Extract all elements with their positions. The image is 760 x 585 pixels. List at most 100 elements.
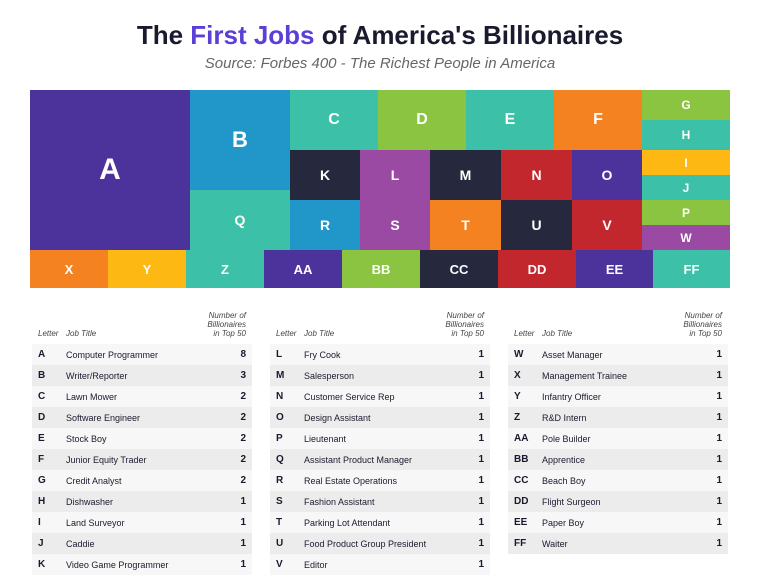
td-letter: A — [38, 349, 66, 360]
td-letter: DD — [514, 496, 542, 507]
table-row: ODesign Assistant1 — [270, 407, 490, 428]
table-row: JCaddie1 — [32, 533, 252, 554]
treemap-node: FF — [653, 250, 730, 288]
table-row: ZR&D Intern1 — [508, 407, 728, 428]
td-count: 1 — [692, 391, 722, 402]
td-count: 1 — [454, 433, 484, 444]
td-count: 1 — [454, 454, 484, 465]
treemap: ABCDEFGHIJKLMNOPQRSTUVWXYZAABBCCDDEEFF — [30, 90, 730, 288]
td-count: 1 — [216, 559, 246, 570]
td-job: Lieutenant — [304, 434, 454, 444]
title-post: of America's Billionaires — [315, 20, 624, 50]
title-accent: First Jobs — [190, 20, 314, 50]
treemap-node: Z — [186, 250, 264, 288]
table-header: LetterJob TitleNumber of Billionairesin … — [508, 308, 728, 344]
td-letter: M — [276, 370, 304, 381]
table-row: ILand Surveyor1 — [32, 512, 252, 533]
td-job: Software Engineer — [66, 413, 216, 423]
td-job: Flight Surgeon — [542, 497, 692, 507]
td-letter: I — [38, 517, 66, 528]
td-job: Dishwasher — [66, 497, 216, 507]
th-letter: Letter — [514, 329, 542, 338]
treemap-node: F — [554, 90, 642, 150]
td-count: 2 — [216, 391, 246, 402]
td-job: Junior Equity Trader — [66, 455, 216, 465]
td-count: 3 — [216, 370, 246, 381]
td-count: 1 — [454, 538, 484, 549]
table-row: QAssistant Product Manager1 — [270, 449, 490, 470]
treemap-node: DD — [498, 250, 576, 288]
treemap-node: J — [642, 175, 730, 200]
td-letter: L — [276, 349, 304, 360]
tables: LetterJob TitleNumber of Billionairesin … — [30, 308, 730, 575]
table-row: HDishwasher1 — [32, 491, 252, 512]
treemap-node: D — [378, 90, 466, 150]
td-count: 1 — [692, 496, 722, 507]
td-letter: FF — [514, 538, 542, 549]
table-row: RReal Estate Operations1 — [270, 470, 490, 491]
table-row: TParking Lot Attendant1 — [270, 512, 490, 533]
table-row: LFry Cook1 — [270, 344, 490, 365]
td-letter: F — [38, 454, 66, 465]
td-job: Food Product Group President — [304, 539, 454, 549]
td-job: Lawn Mower — [66, 392, 216, 402]
th-count: Number of Billionairesin Top 50 — [650, 312, 722, 338]
td-count: 1 — [692, 370, 722, 381]
td-letter: U — [276, 538, 304, 549]
subtitle: Source: Forbes 400 - The Richest People … — [30, 55, 730, 72]
td-count: 1 — [692, 433, 722, 444]
table-row: XManagement Trainee1 — [508, 365, 728, 386]
treemap-node: EE — [576, 250, 653, 288]
td-letter: Y — [514, 391, 542, 402]
td-job: Fashion Assistant — [304, 497, 454, 507]
td-job: Customer Service Rep — [304, 392, 454, 402]
table-row: DDFlight Surgeon1 — [508, 491, 728, 512]
treemap-node: AA — [264, 250, 342, 288]
page-title: The First Jobs of America's Billionaires — [30, 20, 730, 51]
table-row: BWriter/Reporter3 — [32, 365, 252, 386]
td-count: 2 — [216, 454, 246, 465]
td-count: 2 — [216, 475, 246, 486]
td-count: 1 — [692, 475, 722, 486]
td-job: Computer Programmer — [66, 350, 216, 360]
th-count: Number of Billionairesin Top 50 — [412, 312, 484, 338]
td-count: 1 — [454, 475, 484, 486]
treemap-node: P — [642, 200, 730, 225]
table-row: UFood Product Group President1 — [270, 533, 490, 554]
td-count: 1 — [454, 349, 484, 360]
td-job: Asset Manager — [542, 350, 692, 360]
table-row: WAsset Manager1 — [508, 344, 728, 365]
table-row: SFashion Assistant1 — [270, 491, 490, 512]
treemap-node: W — [642, 225, 730, 250]
th-job: Job Title — [542, 329, 650, 338]
td-job: Waiter — [542, 539, 692, 549]
table-column: LetterJob TitleNumber of Billionairesin … — [32, 308, 252, 575]
td-count: 1 — [692, 538, 722, 549]
td-job: Credit Analyst — [66, 476, 216, 486]
td-count: 1 — [454, 517, 484, 528]
td-job: Writer/Reporter — [66, 371, 216, 381]
table-row: YInfantry Officer1 — [508, 386, 728, 407]
td-job: Infantry Officer — [542, 392, 692, 402]
td-count: 1 — [454, 370, 484, 381]
td-job: Editor — [304, 560, 454, 570]
td-job: Salesperson — [304, 371, 454, 381]
title-pre: The — [137, 20, 190, 50]
treemap-node: K — [290, 150, 360, 200]
table-row: GCredit Analyst2 — [32, 470, 252, 491]
table-row: DSoftware Engineer2 — [32, 407, 252, 428]
td-count: 2 — [216, 412, 246, 423]
treemap-node: C — [290, 90, 378, 150]
th-count: Number of Billionairesin Top 50 — [174, 312, 246, 338]
table-row: VEditor1 — [270, 554, 490, 575]
td-count: 1 — [216, 517, 246, 528]
td-letter: E — [38, 433, 66, 444]
table-row: BBApprentice1 — [508, 449, 728, 470]
td-letter: N — [276, 391, 304, 402]
treemap-node: Q — [190, 190, 290, 250]
td-count: 1 — [692, 454, 722, 465]
td-job: R&D Intern — [542, 413, 692, 423]
td-count: 1 — [692, 349, 722, 360]
td-letter: K — [38, 559, 66, 570]
table-row: NCustomer Service Rep1 — [270, 386, 490, 407]
